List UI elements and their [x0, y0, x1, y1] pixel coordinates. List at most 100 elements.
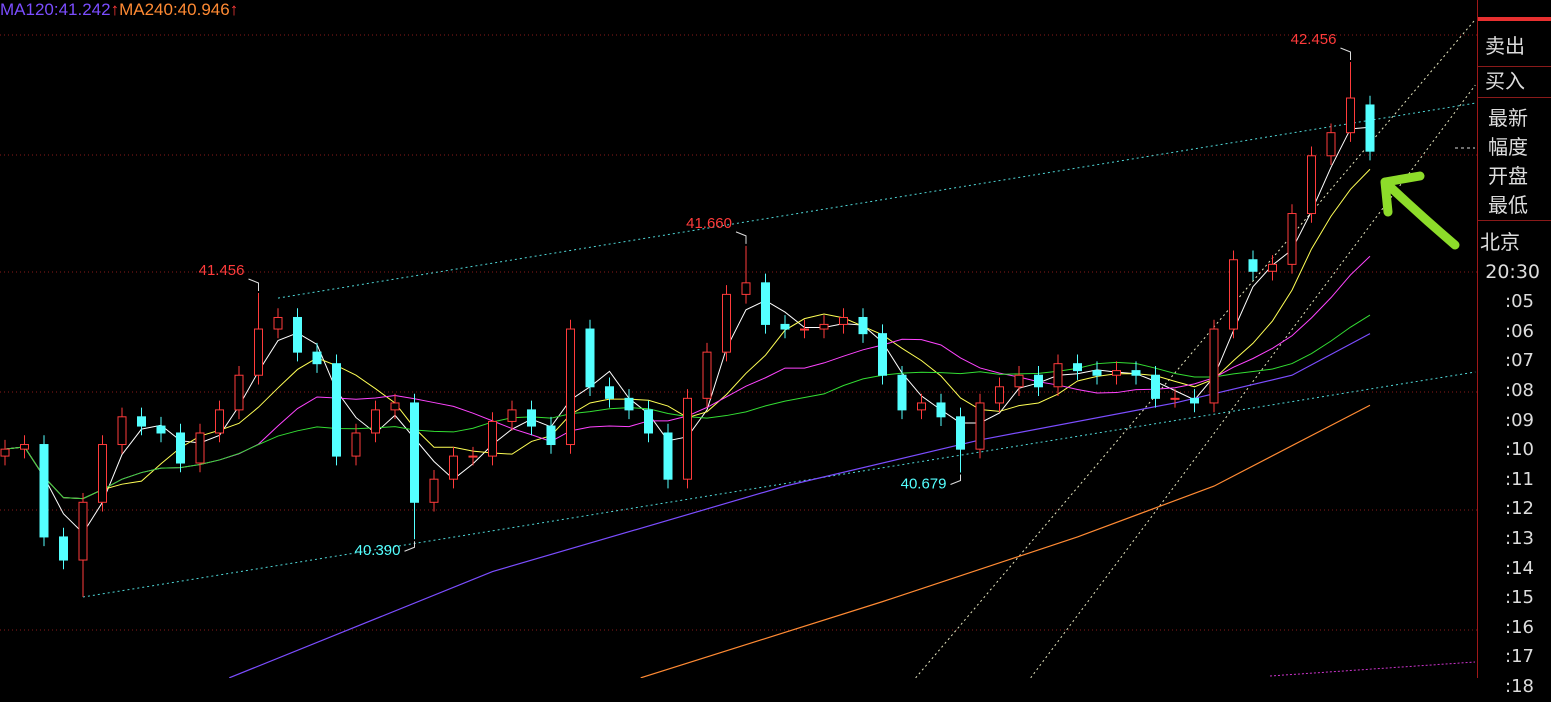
- field-latest: 最新: [1488, 106, 1528, 130]
- ma120-value: MA120:41.242: [0, 0, 111, 19]
- candle-body: [1092, 370, 1102, 376]
- time-entry: 20:30: [1485, 260, 1540, 283]
- candle-body: [936, 402, 946, 418]
- candle-body: [1326, 132, 1336, 157]
- candle-body: [546, 425, 556, 446]
- field-open: 开盘: [1488, 164, 1528, 188]
- candle-body: [98, 444, 107, 503]
- candle-body: [117, 416, 127, 446]
- candle-body: [741, 282, 751, 295]
- time-entry: :16: [1505, 616, 1534, 638]
- candle-body: [371, 409, 380, 434]
- ma120-up-arrow-icon: ↑: [110, 0, 120, 19]
- buy-label: 买入: [1485, 69, 1525, 93]
- candle-body: [156, 425, 166, 434]
- candle-body: [819, 323, 829, 330]
- timezone-city: 北京: [1480, 230, 1520, 254]
- buy-button[interactable]: 买入: [1478, 67, 1551, 98]
- extreme-pointer: [1340, 47, 1351, 60]
- candle-body: [59, 536, 68, 561]
- candle-body: [332, 363, 341, 457]
- extreme-price-label: 41.456: [199, 262, 245, 279]
- candle-body: [1131, 370, 1141, 376]
- field-change: 幅度: [1488, 135, 1528, 159]
- candle-body: [1112, 370, 1121, 376]
- candle-body: [780, 323, 790, 330]
- candle-body: [1209, 328, 1219, 404]
- candle-body: [1229, 259, 1238, 330]
- ma240-up-arrow-icon: ↑: [229, 0, 239, 19]
- candlestick-chart: 41.456 40.390 41.660 40.679 42.456: [0, 19, 1477, 678]
- candle-body: [878, 333, 887, 376]
- candle-body: [468, 455, 478, 458]
- candle-body: [351, 432, 361, 457]
- candle-body: [1014, 374, 1024, 388]
- quote-fields: 最新 幅度 开盘 最低: [1478, 104, 1551, 221]
- candle-body: [449, 455, 458, 480]
- candle-body: [683, 397, 692, 480]
- candle-body: [624, 397, 634, 411]
- candle-body: [507, 409, 517, 422]
- candle-body: [429, 478, 439, 503]
- extreme-pointer: [735, 231, 747, 244]
- candle-body: [1073, 363, 1082, 372]
- candle-body: [78, 501, 88, 561]
- extreme-pointer: [950, 474, 961, 485]
- ma-line-bottom: [1269, 661, 1476, 677]
- candle-body: [312, 351, 322, 365]
- candle-body: [1268, 263, 1277, 272]
- candle-body: [234, 374, 244, 411]
- trend-line: [915, 19, 1476, 678]
- candle-body: [1365, 104, 1375, 152]
- time-entry: :12: [1505, 498, 1534, 520]
- candle-body: [1346, 97, 1355, 134]
- sell-button[interactable]: 卖出: [1478, 30, 1551, 67]
- candle-body: [1151, 374, 1160, 399]
- candle-body: [917, 402, 926, 411]
- candle-body: [488, 420, 497, 457]
- quote-side-panel: 卖出 买入 最新 幅度 开盘 最低 北京 20:30:05:06:07:08:0…: [1477, 0, 1551, 697]
- candle-body: [1190, 397, 1199, 404]
- candle-body: [1170, 397, 1180, 400]
- candle-body: [975, 402, 985, 450]
- sell-label: 卖出: [1485, 34, 1525, 58]
- candle-body: [839, 316, 848, 325]
- candle-body: [20, 444, 29, 450]
- candle-body: [702, 351, 712, 399]
- ma240-value: MA240:40.946: [119, 0, 230, 19]
- candle-body: [273, 316, 283, 330]
- time-list: 北京 20:30:05:06:07:08:09:10:11:12:13:14:1…: [1478, 228, 1551, 702]
- time-entry: :18: [1505, 675, 1534, 697]
- extreme-price-label: 40.390: [355, 542, 401, 559]
- candle-body: [0, 448, 10, 457]
- candle-body: [858, 316, 868, 335]
- time-entry: :10: [1505, 439, 1534, 461]
- candle-body: [215, 409, 224, 434]
- candle-body: [527, 409, 536, 427]
- time-entry: :07: [1505, 350, 1534, 372]
- candle-body: [410, 402, 419, 503]
- candle-body: [663, 432, 673, 480]
- candle-body: [1053, 363, 1063, 388]
- candle-body: [195, 432, 205, 464]
- trend-line: [277, 102, 1476, 299]
- candle-body: [293, 316, 302, 353]
- trend-line: [82, 371, 1476, 598]
- candle-body: [254, 328, 263, 376]
- ma-legend: MA120:41.242↑MA240:40.946↑: [0, 0, 238, 20]
- candle-body: [390, 402, 400, 411]
- trend-line: [1030, 84, 1476, 678]
- candle-body: [1307, 155, 1316, 215]
- extreme-pointer: [404, 541, 415, 552]
- time-entry: :13: [1505, 527, 1534, 549]
- time-entry: :14: [1505, 557, 1534, 579]
- candle-body: [995, 386, 1004, 404]
- candle-body: [644, 409, 653, 434]
- candle-body: [585, 328, 595, 388]
- candle-body: [956, 416, 965, 450]
- candle-body: [1287, 213, 1297, 265]
- candle-body: [897, 374, 907, 411]
- extreme-price-label: 41.660: [686, 215, 732, 232]
- extreme-price-label: 40.679: [901, 475, 947, 492]
- panel-top-bar: [1478, 17, 1551, 21]
